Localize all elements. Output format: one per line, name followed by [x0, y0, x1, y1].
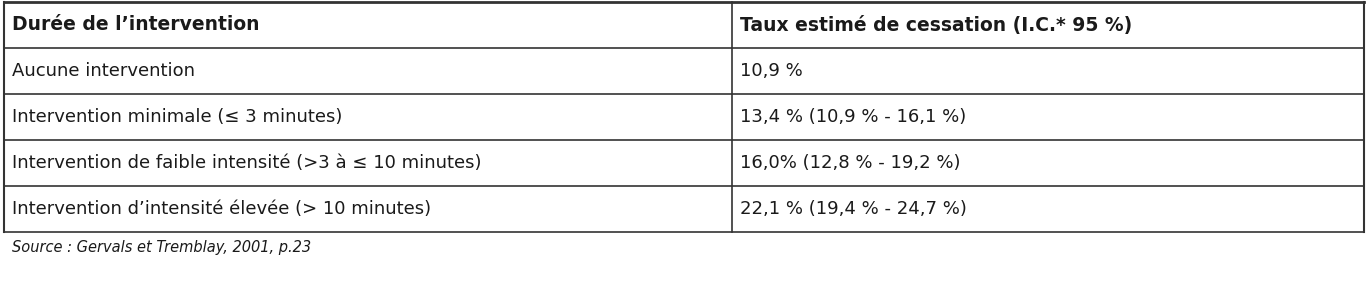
Text: 10,9 %: 10,9 % — [739, 62, 802, 80]
Text: 16,0% (12,8 % - 19,2 %): 16,0% (12,8 % - 19,2 %) — [739, 154, 960, 172]
Text: Taux estimé de cessation (I.C.* 95 %): Taux estimé de cessation (I.C.* 95 %) — [739, 15, 1132, 35]
Text: Intervention d’intensité élevée (> 10 minutes): Intervention d’intensité élevée (> 10 mi… — [12, 200, 431, 218]
Text: Intervention de faible intensité (>3 à ≤ 10 minutes): Intervention de faible intensité (>3 à ≤… — [12, 154, 482, 172]
Text: Durée de l’intervention: Durée de l’intervention — [12, 15, 260, 35]
Text: Aucune intervention: Aucune intervention — [12, 62, 194, 80]
Text: 13,4 % (10,9 % - 16,1 %): 13,4 % (10,9 % - 16,1 %) — [739, 108, 967, 126]
Text: Source : Gervals et Tremblay, 2001, p.23: Source : Gervals et Tremblay, 2001, p.23 — [12, 240, 311, 255]
Text: 22,1 % (19,4 % - 24,7 %): 22,1 % (19,4 % - 24,7 %) — [739, 200, 967, 218]
Text: Intervention minimale (≤ 3 minutes): Intervention minimale (≤ 3 minutes) — [12, 108, 342, 126]
